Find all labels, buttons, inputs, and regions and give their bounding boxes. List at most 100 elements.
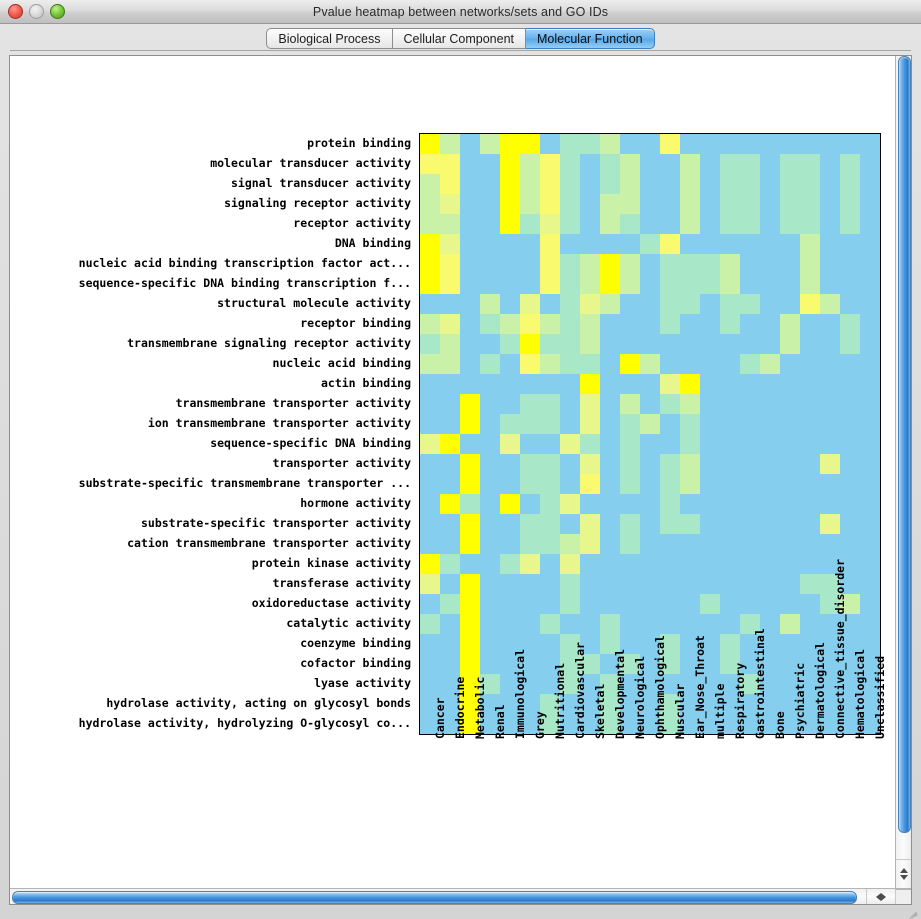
heatmap-cell[interactable] xyxy=(660,394,680,414)
heatmap-cell[interactable] xyxy=(740,434,760,454)
heatmap-cell[interactable] xyxy=(580,614,600,634)
heatmap-cell[interactable] xyxy=(820,294,840,314)
heatmap-cell[interactable] xyxy=(740,354,760,374)
heatmap-cell[interactable] xyxy=(780,714,800,734)
heatmap-cell[interactable] xyxy=(640,694,660,714)
heatmap-cell[interactable] xyxy=(540,174,560,194)
heatmap-cell[interactable] xyxy=(460,294,480,314)
heatmap-cell[interactable] xyxy=(800,674,820,694)
heatmap-cell[interactable] xyxy=(800,534,820,554)
heatmap-cell[interactable] xyxy=(480,174,500,194)
heatmap-cell[interactable] xyxy=(540,314,560,334)
heatmap-cell[interactable] xyxy=(700,434,720,454)
heatmap-cell[interactable] xyxy=(800,714,820,734)
heatmap-cell[interactable] xyxy=(800,514,820,534)
heatmap-cell[interactable] xyxy=(580,314,600,334)
heatmap-cell[interactable] xyxy=(780,434,800,454)
heatmap-cell[interactable] xyxy=(640,354,660,374)
heatmap-cell[interactable] xyxy=(760,554,780,574)
heatmap-cell[interactable] xyxy=(720,614,740,634)
heatmap-cell[interactable] xyxy=(740,614,760,634)
heatmap-cell[interactable] xyxy=(700,314,720,334)
vertical-scroll-arrows[interactable] xyxy=(896,859,911,888)
heatmap-cell[interactable] xyxy=(720,314,740,334)
vertical-scroll-trough[interactable] xyxy=(896,56,911,859)
heatmap-cell[interactable] xyxy=(600,434,620,454)
heatmap-cell[interactable] xyxy=(500,614,520,634)
heatmap-cell[interactable] xyxy=(600,634,620,654)
heatmap-cell[interactable] xyxy=(520,194,540,214)
heatmap-cell[interactable] xyxy=(820,214,840,234)
heatmap-cell[interactable] xyxy=(740,254,760,274)
heatmap-cell[interactable] xyxy=(500,154,520,174)
heatmap-cell[interactable] xyxy=(440,714,460,734)
heatmap-cell[interactable] xyxy=(680,394,700,414)
heatmap-cell[interactable] xyxy=(800,214,820,234)
heatmap-cell[interactable] xyxy=(600,194,620,214)
heatmap-cell[interactable] xyxy=(760,194,780,214)
heatmap-cell[interactable] xyxy=(560,414,580,434)
heatmap-cell[interactable] xyxy=(600,314,620,334)
heatmap-cell[interactable] xyxy=(520,594,540,614)
heatmap-cell[interactable] xyxy=(780,514,800,534)
heatmap-cell[interactable] xyxy=(440,574,460,594)
heatmap-cell[interactable] xyxy=(440,554,460,574)
heatmap-cell[interactable] xyxy=(600,474,620,494)
heatmap-cell[interactable] xyxy=(460,214,480,234)
heatmap-cell[interactable] xyxy=(780,594,800,614)
heatmap-cell[interactable] xyxy=(860,394,880,414)
heatmap-cell[interactable] xyxy=(820,514,840,534)
heatmap-cell[interactable] xyxy=(620,394,640,414)
heatmap-cell[interactable] xyxy=(740,174,760,194)
heatmap-cell[interactable] xyxy=(800,634,820,654)
heatmap-cell[interactable] xyxy=(840,294,860,314)
heatmap-cell[interactable] xyxy=(780,654,800,674)
heatmap-cell[interactable] xyxy=(640,654,660,674)
heatmap-cell[interactable] xyxy=(740,214,760,234)
heatmap-cell[interactable] xyxy=(620,374,640,394)
heatmap-cell[interactable] xyxy=(580,254,600,274)
heatmap-cell[interactable] xyxy=(800,334,820,354)
heatmap-cell[interactable] xyxy=(860,194,880,214)
heatmap-cell[interactable] xyxy=(720,234,740,254)
heatmap-cell[interactable] xyxy=(540,394,560,414)
heatmap-cell[interactable] xyxy=(640,214,660,234)
heatmap-cell[interactable] xyxy=(420,534,440,554)
heatmap-cell[interactable] xyxy=(680,514,700,534)
heatmap-cell[interactable] xyxy=(800,254,820,274)
heatmap-cell[interactable] xyxy=(860,454,880,474)
heatmap-cell[interactable] xyxy=(760,394,780,414)
heatmap-cell[interactable] xyxy=(540,574,560,594)
heatmap-cell[interactable] xyxy=(560,454,580,474)
heatmap-cell[interactable] xyxy=(760,174,780,194)
heatmap-cell[interactable] xyxy=(820,314,840,334)
heatmap-cell[interactable] xyxy=(840,334,860,354)
heatmap-cell[interactable] xyxy=(500,174,520,194)
heatmap-cell[interactable] xyxy=(520,474,540,494)
heatmap-cell[interactable] xyxy=(440,534,460,554)
heatmap-cell[interactable] xyxy=(860,554,880,574)
heatmap-cell[interactable] xyxy=(640,674,660,694)
heatmap-cell[interactable] xyxy=(760,494,780,514)
heatmap-cell[interactable] xyxy=(700,714,720,734)
heatmap-cell[interactable] xyxy=(480,234,500,254)
heatmap-cell[interactable] xyxy=(640,194,660,214)
heatmap-cell[interactable] xyxy=(480,134,500,154)
resize-grip-icon[interactable] xyxy=(906,905,919,919)
heatmap-cell[interactable] xyxy=(860,714,880,734)
heatmap-cell[interactable] xyxy=(440,254,460,274)
heatmap-cell[interactable] xyxy=(620,534,640,554)
heatmap-cell[interactable] xyxy=(500,394,520,414)
heatmap-cell[interactable] xyxy=(660,494,680,514)
heatmap-cell[interactable] xyxy=(620,154,640,174)
heatmap-cell[interactable] xyxy=(420,614,440,634)
heatmap-cell[interactable] xyxy=(660,374,680,394)
heatmap-cell[interactable] xyxy=(840,414,860,434)
heatmap-cell[interactable] xyxy=(540,494,560,514)
heatmap-cell[interactable] xyxy=(820,134,840,154)
heatmap-cell[interactable] xyxy=(780,494,800,514)
heatmap-cell[interactable] xyxy=(720,374,740,394)
heatmap-cell[interactable] xyxy=(800,374,820,394)
heatmap-cell[interactable] xyxy=(660,174,680,194)
heatmap-cell[interactable] xyxy=(640,494,660,514)
